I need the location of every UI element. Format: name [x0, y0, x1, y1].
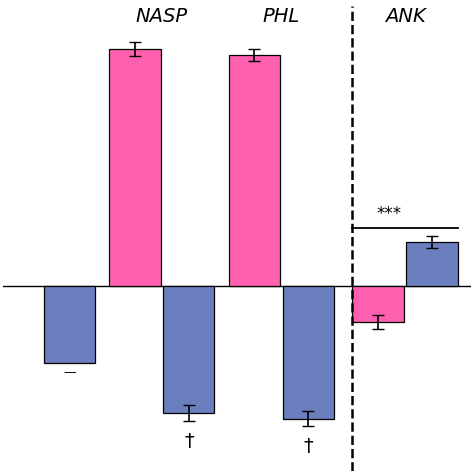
Bar	[283, 286, 334, 419]
Text: ***: ***	[377, 205, 402, 223]
Text: ANK: ANK	[384, 7, 425, 26]
Bar	[406, 242, 457, 286]
Text: PHL: PHL	[263, 7, 300, 26]
Text: †: †	[184, 432, 194, 451]
Bar	[352, 286, 403, 322]
Bar	[228, 55, 280, 286]
Bar	[163, 286, 214, 413]
Bar	[44, 286, 95, 364]
Text: †: †	[303, 438, 313, 456]
Text: NASP: NASP	[136, 7, 188, 26]
Bar	[109, 49, 161, 286]
Text: —: —	[63, 366, 76, 379]
